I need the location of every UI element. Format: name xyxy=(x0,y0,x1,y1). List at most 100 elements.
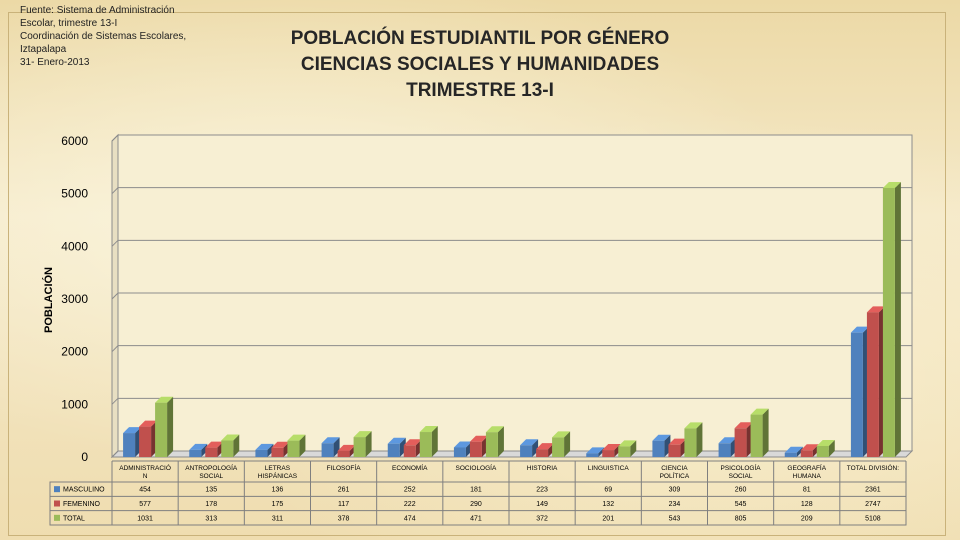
bar-front xyxy=(618,446,631,457)
category-label: SOCIAL xyxy=(729,473,753,480)
bar xyxy=(155,396,174,457)
bar xyxy=(255,443,274,457)
chart-title: POBLACIÓN ESTUDIANTIL POR GÉNERO CIENCIA… xyxy=(200,26,760,104)
y-tick-label: 4000 xyxy=(61,239,88,253)
y-tick-label: 6000 xyxy=(61,134,88,148)
bar-side xyxy=(828,439,835,457)
bar-top xyxy=(287,434,306,441)
bar xyxy=(552,431,571,457)
bar-side xyxy=(497,426,504,457)
bar-front xyxy=(602,450,615,457)
source-line-5: 31- Enero-2013 xyxy=(20,57,90,68)
bar xyxy=(684,422,703,457)
bar xyxy=(734,422,753,457)
bar-side xyxy=(365,431,372,457)
data-table-value: 545 xyxy=(735,501,747,508)
gridline xyxy=(111,450,912,458)
data-table-value: 136 xyxy=(272,487,284,494)
bar-front xyxy=(321,443,334,457)
chart-title-line-2: CIENCIAS SOCIALES Y HUMANIDADES xyxy=(300,54,660,75)
bar xyxy=(485,426,504,457)
bar xyxy=(287,434,306,457)
bar-front xyxy=(816,445,829,457)
data-table-value: 311 xyxy=(272,515,283,522)
data-table-value: 261 xyxy=(338,487,350,494)
series-name: TOTAL xyxy=(63,515,85,522)
bar-front xyxy=(387,443,400,457)
bar-top xyxy=(387,437,406,444)
gridline xyxy=(111,345,912,353)
bar-top xyxy=(882,181,901,188)
legend-key xyxy=(54,486,60,493)
bar-top xyxy=(403,439,422,446)
data-table-value: 135 xyxy=(205,487,217,494)
data-table-value: 81 xyxy=(803,487,811,494)
category-label: POLÍTICA xyxy=(660,471,690,480)
bar-top xyxy=(684,422,703,429)
bar-front xyxy=(189,449,202,457)
gridline xyxy=(111,134,912,142)
bar-top xyxy=(750,408,769,415)
category-label: FILOSOFÍA xyxy=(327,463,362,472)
bar-front xyxy=(155,402,168,457)
data-table-value: 1031 xyxy=(137,515,153,522)
data-table-value: 474 xyxy=(404,515,416,522)
category-label: CIENCIA xyxy=(661,465,688,472)
bar-front xyxy=(205,447,218,457)
bar-front xyxy=(255,449,268,457)
bar-side xyxy=(696,422,703,457)
bar-top xyxy=(784,446,803,453)
data-table-value: 181 xyxy=(470,487,482,494)
bar xyxy=(850,326,869,457)
bar-front xyxy=(287,440,300,457)
bar-front xyxy=(520,445,533,457)
data-table-value: 309 xyxy=(669,487,681,494)
legend-key xyxy=(54,514,60,521)
bar-top xyxy=(155,396,174,403)
bar-top xyxy=(536,443,555,450)
bar-side xyxy=(267,443,274,457)
bar-side xyxy=(233,434,240,457)
bar-front xyxy=(337,450,350,457)
bar-top xyxy=(618,440,637,447)
bar-top xyxy=(734,422,753,429)
category-label: SOCIAL xyxy=(199,473,223,480)
category-label: ANTROPOLOGÍA xyxy=(185,463,238,472)
y-tick-label: 0 xyxy=(81,450,88,464)
y-tick-label: 3000 xyxy=(61,292,88,306)
bar-top xyxy=(123,427,142,434)
gridline xyxy=(111,187,912,195)
bar xyxy=(866,306,885,457)
category-label: PSICOLOGÍA xyxy=(721,463,762,472)
data-table-value: 2361 xyxy=(865,487,881,494)
category-label: TOTAL DIVISIÓN: xyxy=(847,463,899,472)
bar xyxy=(123,427,142,457)
data-table-value: 117 xyxy=(338,501,349,508)
bar-top xyxy=(602,444,621,451)
slide-frame xyxy=(8,12,946,536)
category-label: HISPÁNICAS xyxy=(258,471,298,480)
data-table-value: 178 xyxy=(205,501,217,508)
bar xyxy=(321,437,340,457)
bar-top xyxy=(419,426,438,433)
bar-front xyxy=(784,452,797,457)
data-table-value: 234 xyxy=(669,501,681,508)
bar-front xyxy=(734,428,747,457)
bar-side xyxy=(431,426,438,457)
gridline xyxy=(111,239,912,247)
bar-front xyxy=(353,437,366,457)
gridline xyxy=(111,292,912,300)
data-table-value: 252 xyxy=(404,487,416,494)
bar-front xyxy=(850,332,863,457)
data-table-value: 2747 xyxy=(865,501,881,508)
bar-side xyxy=(167,396,174,457)
category-label: ECONOMÍA xyxy=(392,463,428,472)
data-table-value: 175 xyxy=(272,501,284,508)
bar-top xyxy=(469,435,488,442)
bar-front xyxy=(419,432,432,457)
bar-top xyxy=(850,326,869,333)
bar-side xyxy=(532,439,539,457)
bar-front xyxy=(139,426,152,457)
category-label: HUMANA xyxy=(793,473,822,480)
